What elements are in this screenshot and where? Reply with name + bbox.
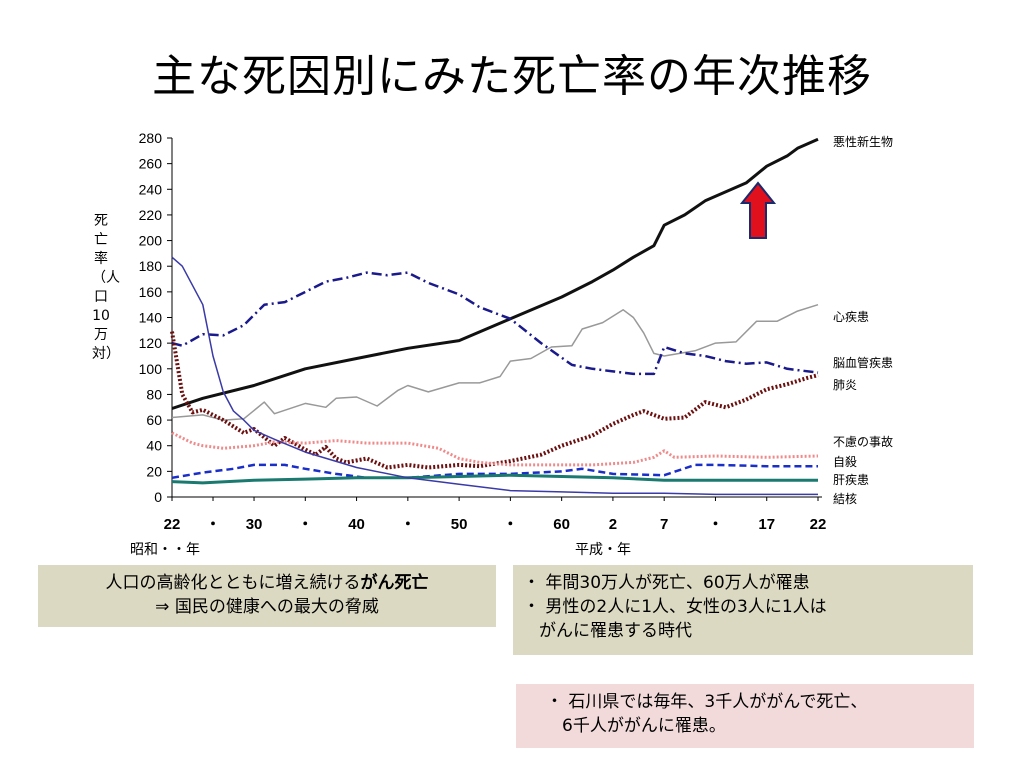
series-label-5: 自殺 — [833, 455, 857, 469]
ishikawa-box: ・ 石川県では毎年、3千人ががんで死亡、 6千人ががんに罹患。 — [516, 684, 974, 748]
x-tick-label: ・ — [708, 516, 723, 533]
series-line-5 — [171, 463, 818, 480]
y-tick-label: 40 — [146, 438, 162, 454]
x-tick-label: 22 — [164, 516, 181, 533]
y-tick-label: 100 — [139, 361, 163, 377]
series-line-7 — [171, 256, 818, 496]
x-tick-label: 17 — [758, 516, 775, 533]
x-era-label-showa: 昭和・・年 — [130, 542, 200, 558]
y-tick-label: 260 — [139, 156, 163, 172]
y-tick-label: 220 — [139, 207, 163, 223]
series-label-3: 肺炎 — [833, 378, 857, 392]
y-tick-label: 160 — [139, 284, 163, 300]
series-label-1: 心疾患 — [833, 309, 869, 324]
x-tick-label: 40 — [348, 516, 365, 533]
x-tick-label: 50 — [451, 516, 468, 533]
y-tick-label: 240 — [139, 181, 163, 197]
page-title: 主な死因別にみた死亡率の年次推移 — [152, 51, 872, 102]
stats-box: ・ 年間30万人が死亡、60万人が罹患 ・ 男性の2人に1人、女性の3人に1人は… — [513, 565, 973, 655]
y-axis-label: 死亡率（人口10万対） — [92, 213, 120, 362]
series-line-0 — [171, 137, 819, 410]
y-tick-label: 60 — [146, 412, 162, 428]
x-tick-label: 7 — [660, 516, 668, 533]
series-label-7: 結核 — [833, 492, 857, 506]
summary-emphasis: がん死亡 — [360, 573, 429, 593]
series-line-1 — [171, 303, 819, 421]
summary-box-cancer: 人口の高齢化とともに増え続けるがん死亡 ⇒ 国民の健康への最大の脅威 — [38, 565, 496, 627]
series-line-3 — [170, 331, 819, 470]
y-tick-label: 20 — [146, 463, 162, 479]
y-tick-label: 180 — [139, 258, 163, 274]
x-era-label-heisei: 平成・年 — [575, 542, 631, 558]
series-line-2 — [171, 271, 819, 376]
y-tick-label: 280 — [139, 130, 163, 146]
series-label-0: 悪性新生物 — [833, 134, 893, 149]
series-line-4 — [171, 431, 819, 467]
series-label-6: 肝疾患 — [833, 472, 869, 487]
mortality-line-chart: 0204060801001201401601802002202402602802… — [130, 130, 893, 558]
series-label-2: 脳血管疾患 — [833, 355, 893, 370]
x-tick-label: 22 — [810, 516, 827, 533]
ishikawa-line-1: ・ 石川県では毎年、3千人ががんで死亡、 — [546, 692, 868, 712]
x-tick-label: 30 — [246, 516, 263, 533]
up-arrow-icon — [739, 181, 777, 239]
stats-line-2: ・ 男性の2人に1人、女性の3人に1人は — [523, 597, 827, 617]
x-tick-label: ・ — [400, 516, 415, 533]
summary-text: 人口の高齢化とともに増え続ける — [105, 573, 361, 593]
summary-text-2: ⇒ 国民の健康への最大の脅威 — [155, 597, 379, 617]
ishikawa-line-2: 6千人ががんに罹患。 — [562, 716, 726, 736]
stats-line-1: ・ 年間30万人が死亡、60万人が罹患 — [523, 573, 810, 593]
y-tick-label: 80 — [146, 386, 162, 402]
series-label-4: 不慮の事故 — [833, 434, 893, 449]
stats-line-3: がんに罹患する時代 — [539, 621, 692, 641]
x-tick-label: 2 — [609, 516, 617, 533]
x-tick-label: ・ — [298, 516, 313, 533]
y-tick-label: 120 — [139, 335, 163, 351]
x-tick-label: ・ — [503, 516, 518, 533]
y-tick-label: 200 — [139, 233, 163, 249]
y-tick-label: 0 — [154, 489, 162, 505]
x-tick-label: 60 — [553, 516, 570, 533]
y-tick-label: 140 — [139, 310, 163, 326]
series-line-6 — [171, 473, 818, 485]
x-tick-label: ・ — [206, 516, 221, 533]
